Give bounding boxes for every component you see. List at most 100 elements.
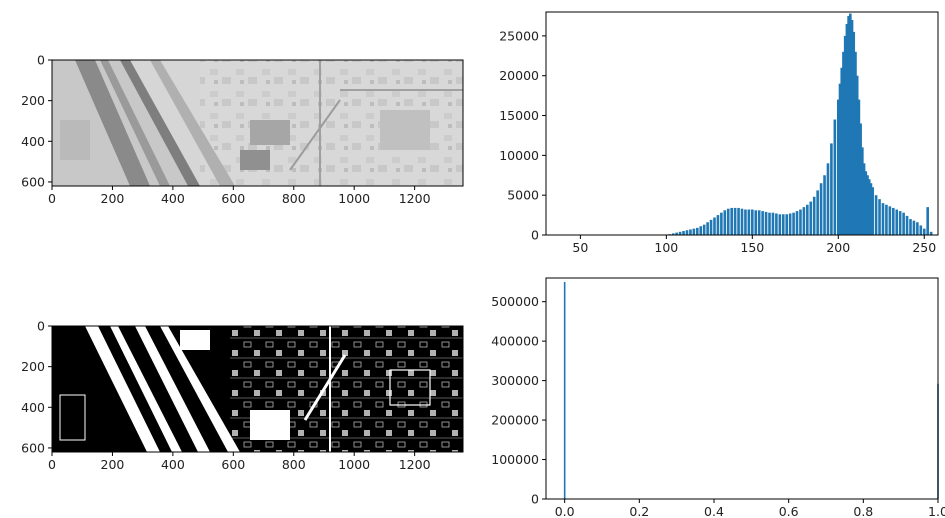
grayscale-histogram-bar [840,67,844,235]
grayscale-histogram-axes: 50 100 150 200 250 0 5000 10000 15000 20000 25000 [499,11,939,255]
grayscale-histogram-bar [862,163,866,235]
binary-image-xtick-label: 0 [48,457,56,472]
grayscale-histogram-bar [922,228,926,235]
grayscale-histogram-bar [909,219,912,235]
grayscale-image-xtick-label: 0 [48,191,56,206]
grayscale-histogram-bar [771,212,775,235]
grayscale-histogram-bar [898,211,902,235]
grayscale-histogram-ytick-label: 15000 [499,108,539,123]
grayscale-histogram-bar [740,208,744,235]
grayscale-image-axes: 0 200 400 600 800 1000 1200 0 200 400 600 [21,53,464,206]
grayscale-histogram-bar [895,209,899,235]
grayscale-histogram-bar [706,222,709,235]
binary-image-ytick-label: 400 [21,400,45,415]
binary-image-xtick-label: 800 [282,457,306,472]
grayscale-histogram-bar [678,231,682,235]
grayscale-histogram-bar [823,175,826,235]
binary-histogram-xtick-label: 0.0 [555,504,575,518]
grayscale-histogram-bar [778,214,782,235]
grayscale-histogram-bar [869,183,873,235]
grayscale-histogram-bar [747,209,751,235]
grayscale-histogram-bar [689,229,692,235]
grayscale-histogram-bar [874,195,878,235]
binary-image-xtick-label: 1000 [338,457,370,472]
grayscale-histogram-bar [775,213,778,235]
grayscale-histogram-bar [806,204,809,235]
grayscale-histogram-bar [852,31,856,235]
grayscale-image-ytick-label: 600 [21,174,45,189]
grayscale-aerial-image [52,60,463,186]
grayscale-histogram-bar [816,190,819,235]
grayscale-image-xtick-label: 600 [221,191,245,206]
binary-histogram-xtick-label: 0.4 [704,504,724,518]
grayscale-histogram-bar [864,171,868,235]
grayscale-histogram-bar [695,227,699,235]
grayscale-image-xtick-label: 800 [282,191,306,206]
grayscale-histogram-bar [878,199,881,235]
grayscale-histogram-bar [768,212,771,235]
grayscale-histogram-bar [785,214,789,235]
grayscale-histogram-bar [716,215,720,235]
grayscale-histogram-bar [720,212,723,235]
binary-histogram-ytick-label: 300000 [491,373,539,388]
grayscale-histogram-bar [751,209,754,235]
grayscale-histogram-bar [733,207,737,235]
grayscale-histogram-bar [905,215,909,235]
grayscale-histogram-xtick-label: 50 [572,240,588,255]
grayscale-histogram-xtick-label: 150 [740,240,764,255]
grayscale-histogram-bar [744,209,747,235]
binary-histogram-ytick-label: 200000 [491,413,539,428]
grayscale-histogram-bar [867,179,871,235]
grayscale-histogram-bar [916,222,919,235]
grayscale-histogram-bar [919,225,923,235]
binary-histogram-xtick-label: 0.8 [853,504,873,518]
grayscale-histogram-bar [682,231,685,235]
grayscale-histogram-bar [795,211,799,235]
grayscale-histogram-bar [781,214,785,235]
binary-aerial-image [52,326,463,452]
grayscale-image-xtick-label: 200 [101,191,125,206]
grayscale-histogram-bar [842,51,845,236]
binary-histogram-ytick-label: 0 [531,492,539,507]
binary-image-ytick-label: 200 [21,359,45,374]
grayscale-histogram-bar [757,210,761,235]
grayscale-histogram-bar [675,232,678,235]
grayscale-histogram-ytick-label: 10000 [499,148,539,163]
grayscale-image-xtick-label: 1200 [399,191,431,206]
grayscale-histogram-bar [929,231,933,235]
grayscale-image-xtick-label: 1000 [338,191,370,206]
grayscale-histogram-bar [866,175,869,235]
grayscale-histogram-bar [761,211,764,235]
grayscale-histogram-xtick-label: 200 [826,240,850,255]
grayscale-histogram-bar [871,187,874,235]
binary-image-axes: 0 200 400 600 800 1000 1200 0 200 400 600 [21,319,464,472]
grayscale-histogram-bar [685,230,689,235]
grayscale-histogram-bar [847,15,850,235]
binary-image-xtick-label: 400 [161,457,185,472]
binary-image-xtick-label: 1200 [399,457,431,472]
grayscale-histogram-bar [788,213,792,235]
grayscale-histogram-bar [861,147,864,235]
grayscale-histogram-bar [854,51,857,236]
grayscale-histogram-bar [855,75,859,235]
grayscale-image-ytick-label: 400 [21,134,45,149]
grayscale-histogram-bar [799,209,802,235]
grayscale-histogram-xtick-label: 100 [654,240,678,255]
grayscale-histogram-ytick-label: 0 [531,228,539,243]
grayscale-histogram-bar [826,163,830,235]
binary-histogram-ytick-label: 100000 [491,452,539,467]
grayscale-histogram-bar [843,35,847,236]
grayscale-histogram-bar [764,211,768,235]
grayscale-histogram-bar [888,206,892,235]
binary-image-ytick-label: 600 [21,440,45,455]
grayscale-histogram-bar [802,207,806,235]
grayscale-histogram-bar [792,212,795,235]
binary-histogram-axes: 0.0 0.2 0.4 0.6 0.8 1.0 0 100000 200000 300000 40… [491,277,945,518]
grayscale-histogram-bar [702,224,706,235]
grayscale-histogram-bar [838,83,842,235]
binary-image-xtick-label: 200 [101,457,125,472]
grayscale-histogram-bar [819,183,823,235]
grayscale-histogram-ytick-label: 20000 [499,68,539,83]
grayscale-histogram-ytick-label: 5000 [507,188,539,203]
